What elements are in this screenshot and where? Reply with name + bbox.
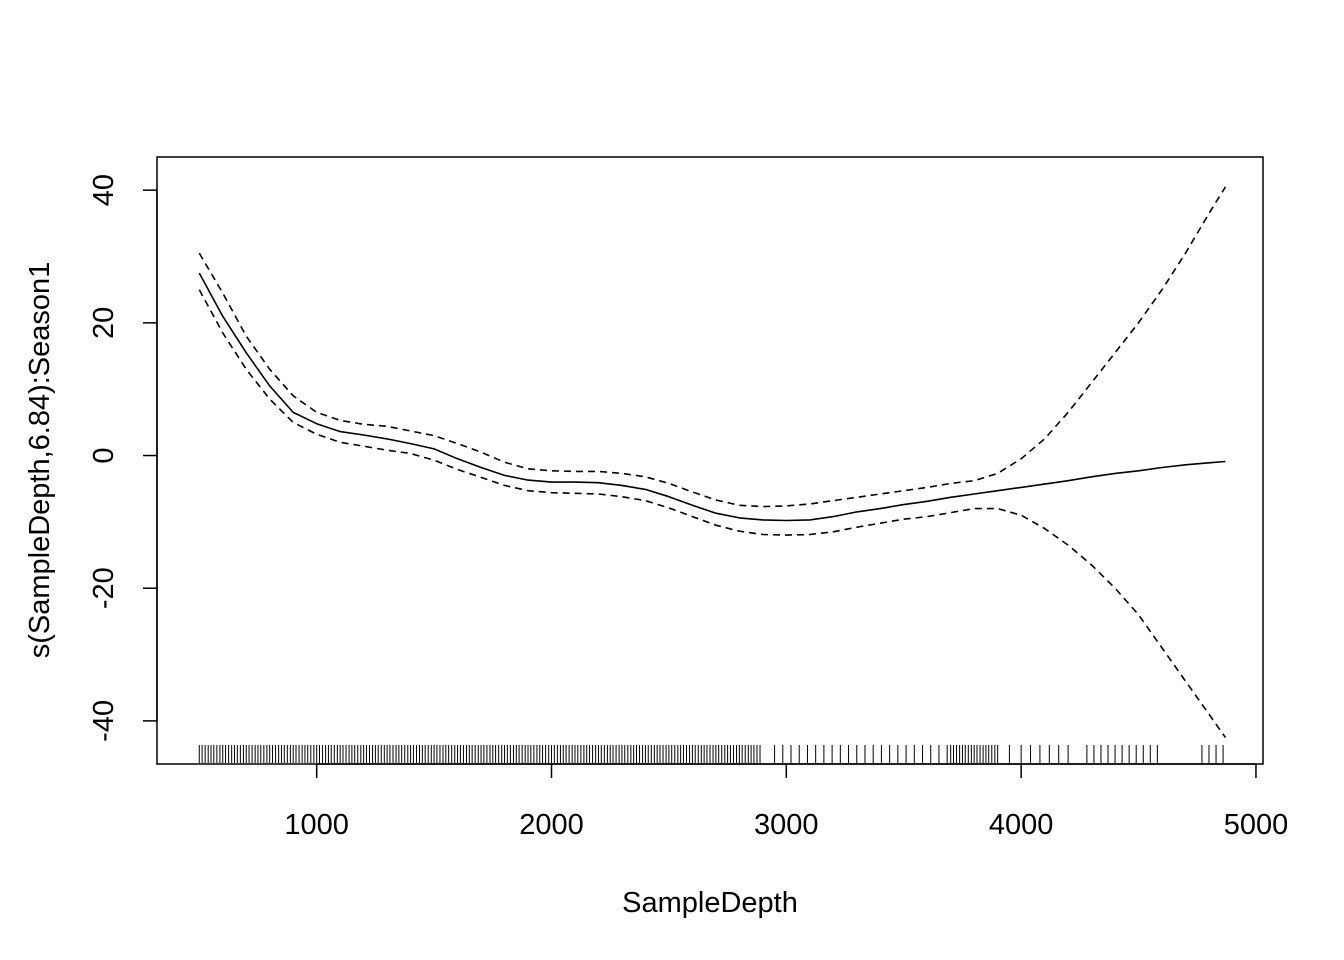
plot-frame	[156, 156, 1264, 765]
y-tick-label: -20	[88, 567, 120, 609]
y-axis-title: s(SampleDepth,6.84):Season1	[24, 262, 56, 659]
smooth-estimate-line	[198, 272, 1226, 522]
y-tick-label: 0	[88, 447, 120, 463]
y-axis: -40 -20 0 20 40	[88, 174, 158, 742]
y-tick-label: 40	[88, 174, 120, 206]
y-tick-label: 20	[88, 307, 120, 339]
x-tick-label: 4000	[989, 809, 1054, 841]
x-tick-label: 3000	[754, 809, 819, 841]
lower-confidence-line	[198, 289, 1227, 738]
x-tick-label: 1000	[284, 809, 349, 841]
series-layer	[198, 186, 1227, 738]
upper-confidence-line	[198, 186, 1227, 508]
y-tick-label: -40	[88, 700, 120, 742]
x-axis: 1000 2000 3000 4000 5000	[284, 763, 1289, 841]
x-tick-label: 2000	[519, 809, 584, 841]
x-tick-label: 5000	[1224, 809, 1289, 841]
rug-marks	[198, 745, 1224, 763]
x-axis-title: SampleDepth	[622, 887, 798, 919]
